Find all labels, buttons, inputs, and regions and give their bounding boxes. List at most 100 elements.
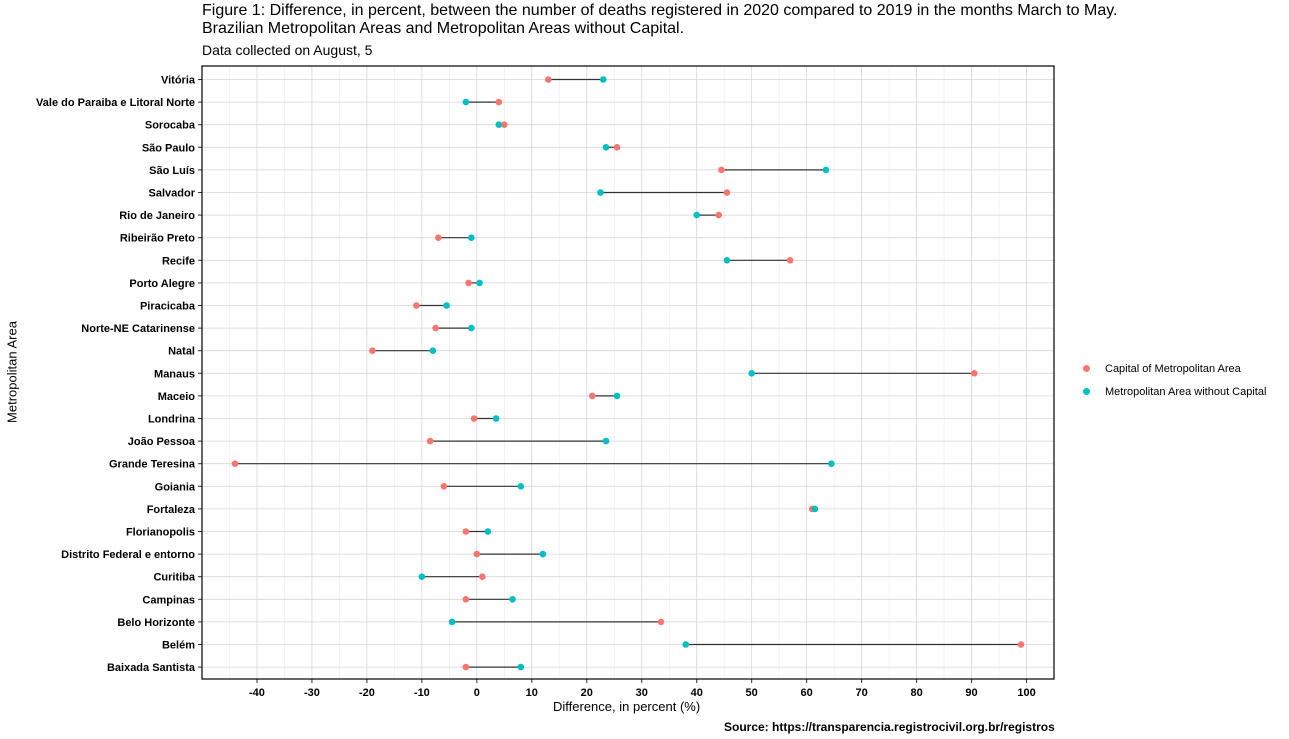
y-tick-label: Belo Horizonte [117,617,195,629]
without-capital-point [429,347,437,355]
chart-title-line1: Figure 1: Difference, in percent, betwee… [202,2,1118,19]
x-tick-label: 20 [581,687,593,699]
capital-point [426,437,434,445]
y-tick-label: Vale do Paraiba e Litoral Norte [36,97,195,109]
y-tick-label: Maceio [158,391,196,403]
x-tick-label: 0 [474,687,480,699]
y-tick-label: São Paulo [142,142,195,154]
chart-subtitle: Data collected on August, 5 [202,42,373,58]
x-tick-labels: -40 -30 -20 -10 0 10 20 30 40 50 60 70 80 90 100 [249,679,1036,699]
capital-point [465,279,472,287]
x-tick-label: 60 [801,687,813,699]
y-tick-label: Belém [162,640,195,652]
capital-point [440,483,448,490]
capital-point [715,211,722,219]
x-axis-label: Difference, in percent (%) [553,699,701,714]
y-tick-label: Goiania [155,481,196,493]
legend: Capital of Metropolitan Area Metropolita… [1083,357,1266,403]
capital-point [462,663,470,671]
without-capital-point [597,189,604,196]
x-tick-label: -10 [414,687,430,699]
chart-title: Figure 1: Difference, in percent, betwee… [202,2,1117,38]
chart-title-line2: Brazilian Metropolitan Areas and Metropo… [202,20,685,37]
capital-point [1017,641,1025,648]
capital-point [501,121,508,128]
y-tick-label: Sorocaba [145,120,196,132]
without-capital-point [613,392,621,400]
without-capital-point [748,370,755,377]
without-capital-point [509,596,516,603]
without-capital-point [468,234,475,241]
capital-point [786,257,794,264]
without-capital-point [418,573,426,580]
without-capital-point [602,144,610,151]
y-tick-label: Norte-NE Catarinense [81,323,195,335]
without-capital-point [495,121,503,128]
x-tick-label: -30 [304,687,320,699]
legend-label-without-capital: Metropolitan Area without Capital [1105,385,1267,398]
capital-point [479,573,486,580]
y-tick-label: Baixada Santista [107,662,196,674]
without-capital-point [468,324,475,332]
y-tick-label: Vitória [161,75,196,87]
capital-point [413,302,420,309]
without-capital-point [811,505,819,513]
capital-point [369,347,376,355]
y-tick-label: Ribeirão Preto [120,233,195,245]
capital-point [723,189,731,196]
x-tick-label: 10 [526,687,538,699]
without-capital-point [443,302,450,309]
source-caption: Source: https://transparencia.registroci… [724,720,1055,734]
without-capital-point [682,641,690,648]
without-capital-point [476,279,483,287]
x-tick-label: -40 [249,687,265,699]
y-tick-label: Florianopolis [126,527,195,539]
without-capital-point [539,550,547,558]
without-capital-point [723,257,731,264]
y-tick-label: Piracicaba [140,301,196,313]
y-tick-label: Porto Alegre [129,278,195,290]
capital-point [613,144,621,151]
points-layer [231,76,1025,671]
x-tick-label: 90 [965,687,977,699]
without-capital-point [517,483,525,490]
legend-dot-without-capital [1083,388,1090,395]
x-tick-label: 30 [636,687,648,699]
without-capital-point [448,618,456,626]
y-tick-label: Grande Teresina [109,459,196,471]
capital-point [231,460,239,468]
y-tick-label: Recife [162,255,195,267]
capital-point [462,528,470,535]
y-tick-label: Fortaleza [147,504,196,516]
y-tick-label: Natal [168,346,195,358]
y-tick-label: Curitiba [153,572,195,584]
panel-border [201,65,1055,680]
legend-item-capital: Capital of Metropolitan Area [1083,357,1266,380]
without-capital-point [599,76,607,83]
x-tick-label: 100 [1017,687,1035,699]
without-capital-point [828,460,835,468]
y-tick-label: Campinas [142,594,195,606]
y-tick-label: Londrina [148,414,196,426]
y-tick-label: Distrito Federal e entorno [61,549,195,561]
legend-dot-capital [1083,365,1090,372]
x-tick-label: 70 [855,687,867,699]
capital-point [470,415,478,422]
grid-layer [202,66,1054,679]
x-tick-label: 80 [910,687,922,699]
legend-label-capital: Capital of Metropolitan Area [1105,362,1241,375]
x-tick-label: 40 [691,687,703,699]
y-tick-label: São Luís [149,165,195,177]
without-capital-point [822,166,830,174]
capital-point [432,324,439,332]
without-capital-point [693,211,701,219]
segments-layer [234,78,1022,668]
y-tick-label: Salvador [149,188,196,200]
x-tick-label: -20 [359,687,375,699]
capital-point [657,618,665,626]
capital-point [718,166,725,174]
x-tick-label: 50 [746,687,758,699]
capital-point [544,76,552,83]
y-tick-label: João Pessoa [128,436,196,448]
